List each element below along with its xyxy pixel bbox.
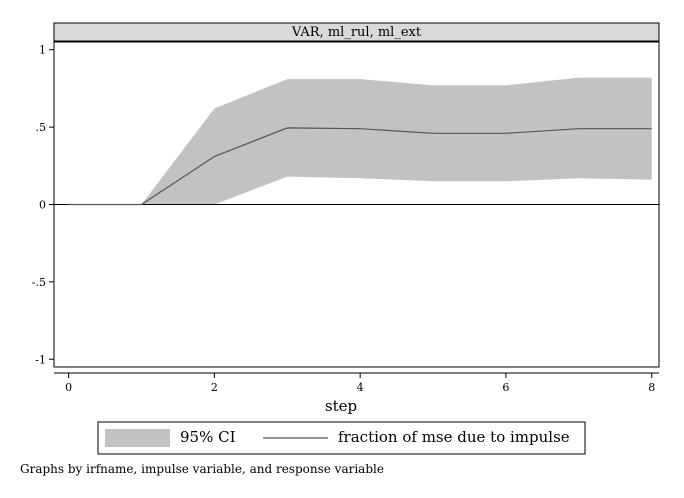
panel-title-strip [53, 22, 660, 42]
irf-line [68, 127, 652, 206]
x-axis-title: step [325, 397, 357, 415]
x-tick-label: 4 [357, 381, 364, 394]
x-tick-label: 6 [502, 381, 509, 394]
legend-swatch-ci [105, 429, 170, 447]
legend-label-line: fraction of mse due to impulse [338, 428, 570, 446]
ci-band-layer [68, 77, 652, 205]
legend-box [97, 421, 586, 455]
graph-note: Graphs by irfname, impulse variable, and… [20, 462, 384, 476]
y-tick-label: -1 [35, 353, 46, 366]
y-tick-label: 0 [39, 199, 46, 212]
y-axis-ticks: 1 .5 0 -.5 -1 [32, 44, 54, 366]
irf-line-layer [54, 127, 659, 206]
x-tick-label: 2 [211, 381, 218, 394]
y-tick-label: -.5 [32, 276, 46, 289]
legend-label-ci: 95% CI [180, 428, 236, 446]
x-tick-label: 0 [65, 381, 72, 394]
ci-band [68, 77, 652, 205]
panel-title: VAR, ml_rul, ml_ext [291, 25, 422, 40]
y-tick-label: .5 [36, 121, 47, 134]
y-tick-label: 1 [39, 44, 46, 57]
x-axis-ticks: 0 2 4 6 8 [65, 373, 655, 394]
x-tick-label: 8 [648, 381, 655, 394]
